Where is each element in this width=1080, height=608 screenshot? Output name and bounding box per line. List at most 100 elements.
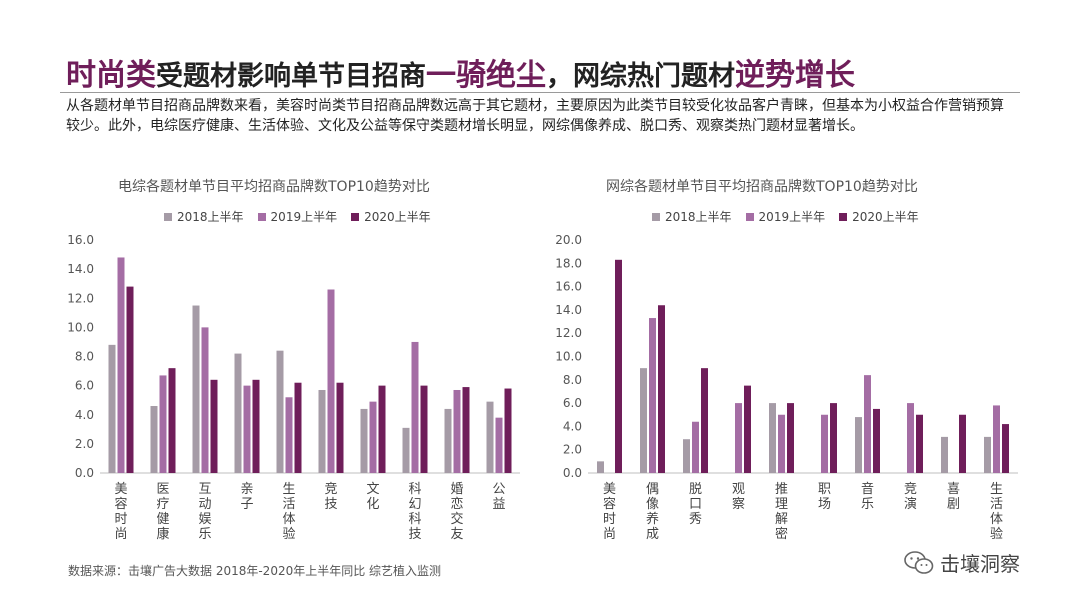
- bar-2019: [907, 403, 914, 473]
- y-tick-label: 4.0: [563, 419, 582, 433]
- chart-title-tv: 电综各题材单节目平均招商品牌数TOP10趋势对比: [118, 179, 430, 195]
- bar-2019: [327, 289, 335, 473]
- x-category-label: 推理解密: [775, 482, 788, 542]
- x-category-label: 竞演: [904, 481, 917, 512]
- bar-2020: [787, 403, 794, 473]
- bar-2018: [486, 401, 494, 473]
- x-category-label: 生活体验: [990, 482, 1003, 542]
- bar-2020: [378, 385, 386, 473]
- x-category-label: 婚恋交友: [450, 482, 463, 542]
- bar-2018: [234, 353, 242, 473]
- legend-label-2019: 2019上半年: [758, 210, 826, 224]
- bar-2019: [495, 417, 503, 473]
- bar-2020: [959, 414, 966, 473]
- bar-2018: [318, 389, 326, 473]
- legend-item-2020: 2020上半年: [351, 208, 431, 225]
- bar-2020: [294, 382, 302, 473]
- y-tick-label: 14.0: [555, 303, 582, 317]
- bar-2018: [855, 417, 862, 473]
- legend-swatch-2018: [164, 212, 172, 221]
- legend-item-2018: 2018上半年: [164, 208, 244, 225]
- bar-2019: [369, 401, 377, 473]
- y-tick-label: 10.0: [555, 350, 582, 364]
- bar-2018: [683, 439, 690, 473]
- y-tick-label: 20.0: [555, 233, 582, 247]
- chart-title-web: 网综各题材单节目平均招商品牌数TOP10趋势对比: [606, 179, 918, 195]
- bar-2020: [701, 368, 708, 473]
- y-tick-label: 6.0: [75, 379, 94, 393]
- x-category-label: 美容时尚: [603, 482, 616, 542]
- bar-2020: [420, 385, 428, 473]
- bar-2019: [864, 375, 871, 473]
- legend-swatch-2019: [745, 212, 754, 221]
- legend-item-2020: 2020上半年: [839, 208, 919, 225]
- title-highlight-1: 时尚类: [66, 58, 156, 93]
- bar-2018: [276, 350, 284, 473]
- y-tick-label: 14.0: [67, 262, 94, 276]
- bar-2020: [336, 382, 344, 473]
- bar-2018: [108, 344, 116, 473]
- legend-item-2018: 2018上半年: [652, 208, 732, 225]
- y-tick-label: 0.0: [563, 466, 582, 480]
- x-category-label: 职场: [818, 482, 831, 512]
- bar-2020: [504, 388, 512, 473]
- chart-web: 0.0 2.0 4.0 6.0 8.0 10.0 12.0 14.0 16.0 18.0 20.0 美…: [555, 233, 1018, 542]
- y-tick-label: 8.0: [563, 373, 582, 387]
- bar-2019: [692, 421, 699, 473]
- legend-label-2019: 2019上半年: [270, 210, 338, 224]
- bar-2018: [192, 305, 200, 473]
- bar-2018: [769, 403, 776, 473]
- x-category-label: 医疗健康: [156, 482, 169, 542]
- page-title: 时尚类受题材影响单节目招商一骑绝尘，网综热门题材逆势增长: [66, 50, 855, 94]
- legend-swatch-2019: [257, 212, 266, 221]
- brand-name: 击壤洞察: [940, 552, 1020, 576]
- y-tick-label: 12.0: [67, 291, 94, 305]
- bar-2019: [159, 375, 167, 473]
- title-highlight-2: 一骑绝尘: [426, 58, 546, 93]
- bar-2020: [210, 379, 218, 473]
- legend-label-2020: 2020上半年: [364, 210, 431, 224]
- brand-mark: 击壤洞察: [904, 548, 1020, 577]
- legend-label-2020: 2020上半年: [852, 210, 919, 224]
- bar-2019: [735, 403, 742, 473]
- legend-swatch-2020: [351, 212, 360, 221]
- bar-2020: [168, 368, 176, 473]
- bar-2018: [640, 368, 647, 473]
- bar-2018: [360, 408, 368, 473]
- bar-2020: [1002, 424, 1009, 473]
- bar-2019: [821, 414, 828, 473]
- x-category-label: 美容时尚: [114, 482, 127, 542]
- x-category-label: 亲子: [240, 482, 253, 512]
- bar-2020: [658, 305, 665, 473]
- x-category-label: 生活体验: [282, 482, 295, 542]
- y-tick-label: 0.0: [75, 466, 94, 480]
- bar-2018: [597, 461, 604, 473]
- title-text-2: ，网综热门题材: [546, 61, 735, 92]
- legend-item-2019: 2019上半年: [745, 208, 826, 225]
- bar-2020: [744, 385, 751, 473]
- legend-tv: 2018上半年 2019上半年 2020上半年: [164, 208, 431, 225]
- bar-2018: [150, 406, 158, 473]
- title-text-1: 受题材影响单节目招商: [156, 61, 426, 92]
- bar-2019: [649, 318, 656, 473]
- bar-2018: [941, 436, 948, 473]
- bar-2020: [252, 379, 260, 473]
- bar-2020: [126, 286, 134, 473]
- x-category-label: 观察: [732, 482, 745, 512]
- chart-tv: 0.0 2.0 4.0 6.0 8.0 10.0 12.0 14.0 16.0 美容时尚 医疗健康 互…: [67, 233, 520, 542]
- x-category-label: 偶像养成: [646, 482, 659, 542]
- legend-swatch-2020: [839, 212, 848, 221]
- bar-2020: [462, 387, 470, 473]
- bar-2020: [873, 408, 880, 473]
- x-category-label: 互动娱乐: [198, 482, 211, 542]
- y-tick-label: 18.0: [555, 256, 582, 270]
- source-note: 数据来源：击壤广告大数据 2018年-2020年上半年同比 综艺植入监测: [68, 564, 442, 578]
- bar-2019: [201, 327, 209, 473]
- title-highlight-3: 逆势增长: [735, 58, 855, 93]
- bar-2020: [615, 259, 622, 473]
- legend-item-2019: 2019上半年: [257, 208, 338, 225]
- x-category-label: 文化: [366, 482, 379, 512]
- legend-label-2018: 2018上半年: [177, 210, 244, 224]
- y-tick-label: 10.0: [67, 320, 94, 334]
